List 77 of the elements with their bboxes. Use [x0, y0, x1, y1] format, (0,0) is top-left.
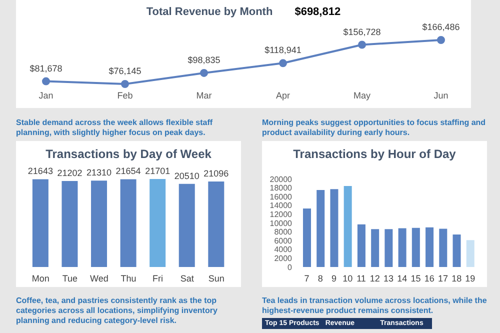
data-label: $76,145	[108, 66, 142, 76]
point	[200, 68, 208, 77]
text: $698,812	[294, 6, 341, 18]
data-label: 21310	[86, 168, 112, 178]
x-tick-label: Mon	[32, 273, 50, 284]
y-tick-label: 18000	[270, 184, 293, 193]
x-tick-label: 17	[438, 273, 448, 284]
x-tick-label: 8	[318, 273, 323, 284]
x-tick-label: Apr	[276, 90, 290, 100]
text: Tea leads in transaction volume across locations, while the highest-revenue product remains consistent.	[262, 296, 487, 316]
x-tick-label: Mar	[196, 90, 212, 100]
x-tick-label: Tue	[62, 273, 78, 284]
x-tick-label: Feb	[117, 90, 133, 100]
y-tick-label: 8000	[274, 228, 293, 237]
y-tick-label: 10000	[270, 218, 293, 228]
chart-subtitle: Morning peaks suggest opportunities to focus staffing and product availability during early hours.	[262, 118, 487, 138]
data-label: $81,678	[30, 63, 62, 74]
data-label: $166,486	[422, 22, 460, 32]
chart-title: Transactions by Hour of Day	[292, 147, 457, 161]
x-tick-label: Jun	[434, 90, 448, 100]
x-tick-label: 18	[452, 273, 462, 284]
chart-title: Total Revenue by Month	[146, 6, 273, 18]
x-tick-label: 11	[356, 273, 366, 284]
bar	[452, 234, 461, 267]
bar	[384, 229, 393, 267]
x-tick-label: Jan	[38, 90, 54, 100]
text: Coffee, tea, and pastries consistently rank as the top categories across all locations, simplifying inventory planning and reducing category-level risk.	[16, 296, 218, 327]
x-tick-label: 16	[424, 273, 434, 284]
bar	[398, 228, 406, 267]
point	[121, 80, 129, 88]
bar	[371, 229, 380, 267]
data-label: 20510	[174, 170, 200, 181]
bar	[439, 228, 448, 267]
x-tick-label: May	[353, 90, 371, 100]
data-label: $156,728	[343, 26, 381, 37]
point	[358, 40, 366, 49]
y-tick-label: 0	[288, 262, 293, 272]
point	[279, 59, 287, 68]
x-tick-label: 7	[304, 273, 310, 284]
bar	[357, 224, 366, 267]
x-tick-label: 19	[465, 273, 476, 284]
bar	[412, 228, 420, 267]
data-label: 21202	[57, 168, 82, 178]
y-tick-label: 2000	[274, 254, 293, 264]
x-tick-label: 9	[332, 273, 337, 284]
data-label: $98,835	[188, 54, 220, 65]
data-label: 21654	[116, 166, 141, 176]
x-tick-label: 13	[383, 273, 394, 284]
point	[437, 36, 445, 44]
data-label: 21701	[145, 166, 170, 176]
y-tick-label: 6000	[274, 236, 293, 246]
bar	[426, 227, 434, 267]
data-label: 21643	[28, 166, 53, 176]
x-tick-label: Fri	[152, 273, 164, 284]
chart-title: Transactions by Day of Week	[44, 147, 212, 161]
x-tick-label: 15	[410, 273, 421, 284]
bar	[330, 189, 338, 267]
bar	[466, 240, 474, 267]
x-tick-label: 14	[397, 273, 408, 284]
y-tick-label: 16000	[270, 192, 293, 202]
x-tick-label: Sat	[180, 273, 194, 284]
x-tick-label: Thu	[120, 273, 136, 284]
x-tick-label: 10	[342, 273, 353, 284]
chart-subtitle: Stable demand across the week allows flexible staff planning, with slightly higher focus on peak days.	[16, 118, 214, 138]
data-label: $118,941	[264, 45, 302, 56]
y-tick-label: 20000	[270, 174, 293, 184]
bar	[316, 190, 325, 267]
x-tick-label: Wed	[90, 273, 108, 284]
x-tick-label: Sun	[208, 273, 224, 284]
data-label: 21096	[204, 168, 229, 178]
y-tick-label: 14000	[270, 201, 293, 210]
bar	[302, 208, 311, 267]
y-tick-label: 12000	[270, 210, 293, 220]
point	[42, 77, 50, 86]
bar	[344, 186, 352, 267]
y-tick-label: 4000	[274, 245, 293, 254]
x-tick-label: 12	[370, 273, 380, 284]
